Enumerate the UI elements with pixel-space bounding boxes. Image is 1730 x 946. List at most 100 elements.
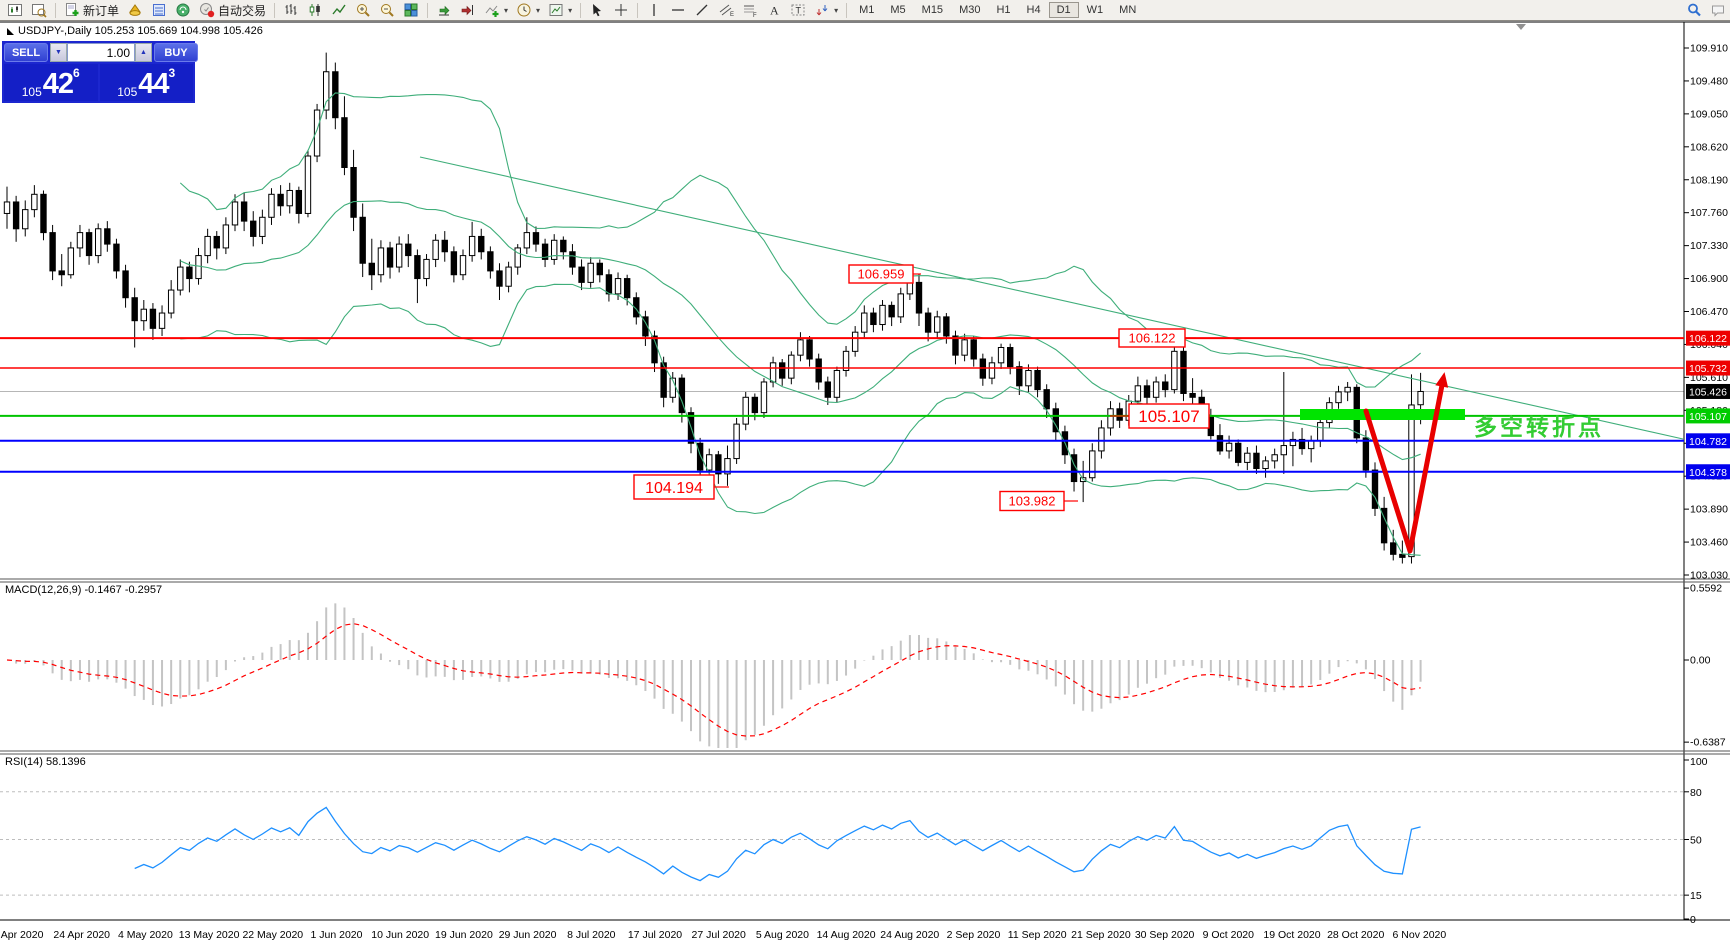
- svg-text:0: 0: [1690, 914, 1696, 926]
- toolbar-separator: [580, 2, 582, 18]
- timeframe-d1-button[interactable]: D1: [1048, 2, 1079, 18]
- label-button[interactable]: [786, 0, 810, 20]
- fibonacci-button[interactable]: [738, 0, 762, 20]
- chart-shift-glyph: [460, 2, 476, 18]
- svg-text:15: 15: [1690, 890, 1702, 902]
- cursor-button[interactable]: [585, 0, 609, 20]
- timeframe-h4-button[interactable]: H4: [1026, 4, 1041, 16]
- indicators-button[interactable]: ▾: [480, 0, 512, 20]
- svg-text:108.190: 108.190: [1690, 174, 1728, 186]
- search-icon[interactable]: [1682, 0, 1706, 20]
- bar-chart-button[interactable]: [279, 0, 303, 20]
- svg-text:106.122: 106.122: [1129, 331, 1176, 346]
- new-order-glyph: [64, 2, 80, 18]
- svg-text:13 May 2020: 13 May 2020: [179, 929, 240, 941]
- arrows-button[interactable]: ▾: [810, 0, 842, 20]
- svg-text:106.122: 106.122: [1689, 333, 1727, 345]
- templates-glyph: [548, 2, 564, 18]
- zoom-in-button[interactable]: [351, 0, 375, 20]
- candlestick-button[interactable]: [303, 0, 327, 20]
- tile-windows-glyph: [403, 2, 419, 18]
- buy-price[interactable]: 105 44 3: [99, 64, 193, 101]
- timeframe-h1-button[interactable]: H1: [996, 4, 1011, 16]
- main-pane[interactable]: [0, 52, 1684, 564]
- timeframe-m30-button[interactable]: M30: [959, 4, 981, 16]
- market-watch-icon[interactable]: [123, 0, 147, 20]
- market-depth-icon[interactable]: [147, 0, 171, 20]
- text-button[interactable]: [762, 0, 786, 20]
- trendline-button[interactable]: [690, 0, 714, 20]
- chat-icon[interactable]: [1706, 0, 1730, 20]
- sell-price-point: 6: [73, 66, 80, 80]
- crosshair-button[interactable]: [609, 0, 633, 20]
- drawing-objects[interactable]: 多空转折点 106.959 106.122 105.107 104.194 103.982: [0, 156, 1684, 554]
- svg-text:107.760: 107.760: [1690, 207, 1728, 219]
- volume-input[interactable]: [67, 43, 135, 62]
- chevron-down-icon[interactable]: ▾: [536, 5, 541, 15]
- crosshair-glyph: [613, 2, 629, 18]
- vertical-line-glyph: [646, 2, 662, 18]
- svg-text:80: 80: [1690, 787, 1702, 799]
- svg-text:0.00: 0.00: [1690, 655, 1711, 667]
- market-depth-icon-glyph: [151, 2, 167, 18]
- svg-text:104.194: 104.194: [645, 480, 703, 497]
- chart-collapse-icon[interactable]: [7, 27, 14, 35]
- rsi-pane[interactable]: [0, 791, 1684, 896]
- profiles-icon[interactable]: [27, 0, 51, 20]
- toolbar-separator: [55, 2, 56, 18]
- channel-button[interactable]: [714, 0, 738, 20]
- auto-scroll-button[interactable]: [432, 0, 456, 20]
- svg-text:0.5592: 0.5592: [1690, 583, 1722, 595]
- chart-shift-button[interactable]: [456, 0, 480, 20]
- timeframe-m15-button[interactable]: M15: [921, 4, 944, 16]
- periods-button[interactable]: ▾: [512, 0, 544, 20]
- svg-text:8 Jul 2020: 8 Jul 2020: [567, 929, 616, 941]
- svg-text:108.620: 108.620: [1690, 141, 1728, 153]
- autotrading-button[interactable]: 自动交易: [195, 0, 270, 20]
- rsi-label: RSI(14) 58.1396: [5, 756, 86, 768]
- autotrading-glyph: [199, 2, 215, 18]
- volume-down-button[interactable]: ▼: [50, 43, 67, 62]
- svg-text:100: 100: [1690, 756, 1708, 768]
- arrows-glyph: [814, 2, 830, 18]
- toolbar-separator: [274, 2, 276, 18]
- sell-button[interactable]: SELL: [4, 43, 48, 62]
- buy-button[interactable]: BUY: [154, 43, 198, 62]
- new-order-button[interactable]: 新订单: [60, 0, 123, 20]
- svg-text:4 May 2020: 4 May 2020: [118, 929, 173, 941]
- timeframe-mn-button[interactable]: MN: [1119, 4, 1137, 16]
- svg-text:103.030: 103.030: [1690, 570, 1728, 582]
- chevron-down-icon[interactable]: ▾: [504, 5, 509, 15]
- line-chart-button[interactable]: [327, 0, 351, 20]
- auto-scroll-glyph: [436, 2, 452, 18]
- svg-text:105.107: 105.107: [1138, 407, 1199, 426]
- fibonacci-glyph: [742, 2, 758, 18]
- sell-price[interactable]: 105 42 6: [4, 64, 98, 101]
- svg-text:103.890: 103.890: [1690, 504, 1728, 516]
- svg-text:19 Oct 2020: 19 Oct 2020: [1263, 929, 1320, 941]
- timeframe-w1-button[interactable]: W1: [1086, 4, 1104, 16]
- new-chart-icon[interactable]: [3, 0, 27, 20]
- chevron-down-icon[interactable]: ▾: [834, 5, 839, 15]
- timeframe-m1-button[interactable]: M1: [859, 4, 875, 16]
- timeframe-m5-button[interactable]: M5: [890, 4, 906, 16]
- vertical-line-button[interactable]: [642, 0, 666, 20]
- svg-text:10 Jun 2020: 10 Jun 2020: [371, 929, 429, 941]
- svg-text:9 Oct 2020: 9 Oct 2020: [1203, 929, 1255, 941]
- main-toolbar: 新订单 自动交易 ▾ ▾ ▾ ▾ M1 M5 M15 M30 H1 H4 D1 W1 MN: [0, 0, 1730, 21]
- signals-icon[interactable]: [171, 0, 195, 20]
- templates-button[interactable]: ▾: [544, 0, 576, 20]
- market-watch-icon-glyph: [127, 2, 143, 18]
- horizontal-line-button[interactable]: [666, 0, 690, 20]
- zoom-out-button[interactable]: [375, 0, 399, 20]
- macd-pane[interactable]: [6, 603, 1422, 748]
- svg-text:5 Apr 2020: 5 Apr 2020: [0, 929, 44, 941]
- chevron-down-icon[interactable]: ▾: [568, 5, 573, 15]
- indicators-glyph: [484, 2, 500, 18]
- macd-label: MACD(12,26,9) -0.1467 -0.2957: [5, 584, 163, 596]
- tile-windows-button[interactable]: [399, 0, 423, 20]
- volume-up-button[interactable]: ▲: [135, 43, 152, 62]
- toolbar-separator: [427, 2, 429, 18]
